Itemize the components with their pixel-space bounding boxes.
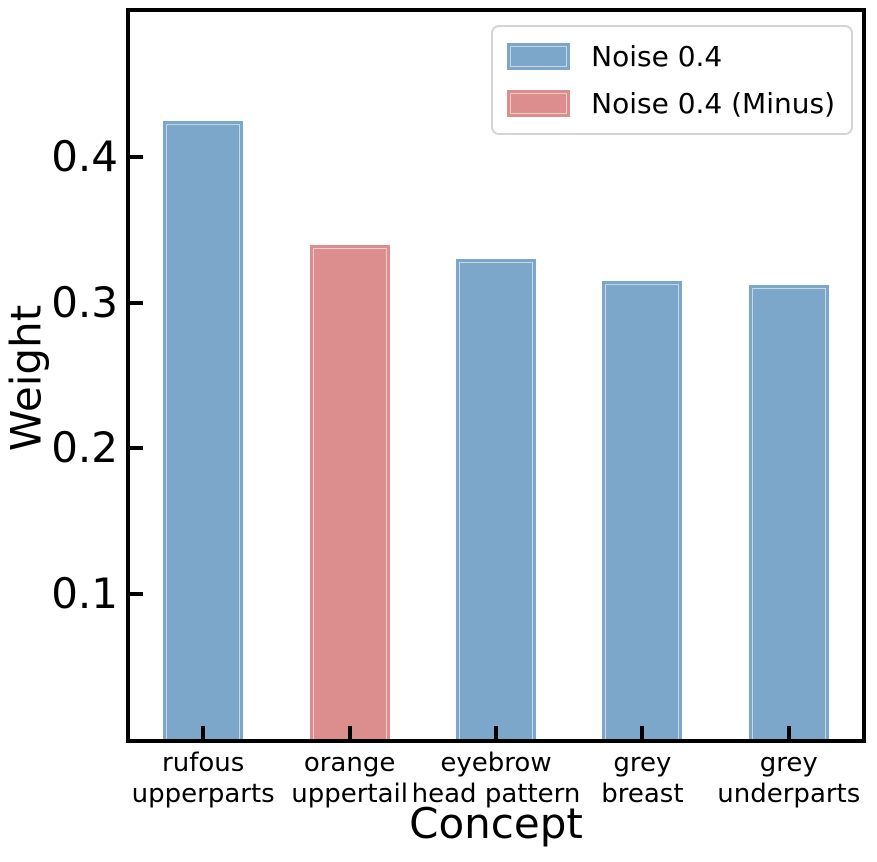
bar-eyebrow-head-pattern	[456, 259, 536, 739]
bar-edge-highlight	[459, 262, 533, 739]
legend-swatch-edge	[510, 93, 568, 114]
bar-orange-uppertail	[309, 244, 390, 739]
y-tick-label: 0.2	[51, 423, 118, 473]
bar-edge-highlight	[166, 124, 241, 739]
x-tick-label: grey breast	[601, 748, 684, 809]
x-tick-label: grey underparts	[717, 748, 861, 809]
x-tick-mark	[201, 726, 206, 739]
legend-swatch	[507, 43, 571, 70]
legend-label: Noise 0.4	[591, 39, 723, 73]
x-tick-mark	[640, 726, 645, 739]
y-tick-mark	[130, 155, 143, 160]
y-tick-label: 0.4	[51, 132, 118, 182]
legend: Noise 0.4 Noise 0.4 (Minus)	[491, 25, 853, 135]
x-axis-label: Concept	[409, 799, 583, 848]
y-tick-label: 0.3	[51, 277, 118, 327]
x-tick-mark	[494, 726, 498, 739]
x-tick-mark	[347, 726, 352, 739]
y-tick-mark	[130, 591, 143, 596]
y-tick-mark	[130, 300, 143, 305]
legend-swatch	[507, 90, 571, 117]
y-tick-label: 0.1	[51, 568, 118, 618]
legend-swatch-edge	[510, 46, 568, 67]
x-tick-label: eyebrow head pattern	[411, 748, 581, 809]
bar-edge-highlight	[312, 247, 387, 739]
x-tick-mark	[786, 726, 791, 739]
legend-label: Noise 0.4 (Minus)	[591, 86, 835, 120]
legend-row: Noise 0.4 (Minus)	[507, 80, 835, 127]
bar-rufous-upperparts	[163, 121, 244, 739]
y-tick-mark	[130, 446, 143, 451]
legend-row: Noise 0.4	[507, 33, 835, 80]
bar-grey-underparts	[748, 285, 829, 739]
plot-area: Noise 0.4 Noise 0.4 (Minus)	[126, 8, 866, 743]
bar-grey-breast	[602, 281, 683, 739]
x-tick-label: orange uppertail	[291, 748, 408, 809]
bar-edge-highlight	[605, 284, 680, 739]
bar-edge-highlight	[751, 288, 826, 739]
x-tick-label: rufous upperparts	[131, 748, 275, 809]
